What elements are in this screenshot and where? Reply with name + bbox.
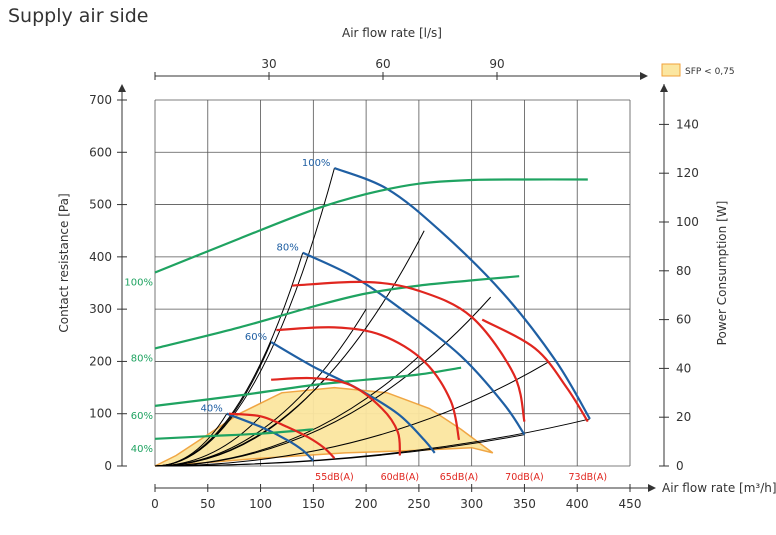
power-curve [154, 275, 520, 350]
right-axis-tick-label: 60 [676, 313, 691, 327]
sound-curve [481, 318, 589, 423]
left-axis-tick-label: 200 [89, 354, 112, 368]
bottom-axis-tick-label: 100 [249, 497, 272, 511]
sound-curve [228, 412, 336, 459]
sound-curve-label: 60dB(A) [381, 472, 420, 483]
system-curve [154, 415, 261, 467]
system-curve [154, 362, 548, 467]
left-axis-tick-label: 0 [104, 459, 112, 473]
bottom-axis-tick-label: 450 [619, 497, 642, 511]
bottom-axis-tick-label: 400 [566, 497, 589, 511]
power-curve [154, 366, 462, 407]
bottom-axis-label: Air flow rate [m³/h] [662, 481, 776, 495]
sound-curve [276, 326, 461, 441]
pressure-curve-label: 80% [277, 243, 299, 254]
system-curve [154, 355, 420, 467]
sound-curve-label: 70dB(A) [505, 472, 544, 483]
top-axis-tick-label: 30 [261, 57, 276, 71]
bottom-axis-tick-label: 250 [407, 497, 430, 511]
pressure-curve [270, 341, 436, 454]
power-curve-label: 60% [131, 411, 153, 422]
pressure-curve-label: 100% [302, 158, 331, 169]
power-curve [154, 178, 588, 274]
right-axis-tick-label: 120 [676, 166, 699, 180]
top-axis-tick-label: 90 [489, 57, 504, 71]
left-axis-arrow [118, 84, 126, 92]
top-axis-tick-label: 60 [375, 57, 390, 71]
bottom-axis-tick-label: 200 [355, 497, 378, 511]
right-axis-tick-label: 40 [676, 361, 691, 375]
left-axis-tick-label: 300 [89, 302, 112, 316]
bottom-axis-arrow [648, 484, 656, 492]
bottom-axis-tick-label: 50 [200, 497, 215, 511]
power-curve-label: 80% [131, 353, 153, 364]
top-axis-arrow [640, 72, 648, 80]
power-curve-label: 40% [131, 444, 153, 455]
system-curve [154, 418, 591, 467]
sound-curve-label: 73dB(A) [568, 472, 607, 483]
left-axis-tick-label: 600 [89, 145, 112, 159]
right-axis-tick-label: 140 [676, 117, 699, 131]
right-axis-tick-label: 0 [676, 459, 684, 473]
bottom-axis-tick-label: 350 [513, 497, 536, 511]
right-axis-arrow [660, 84, 668, 92]
power-curve-label: 100% [124, 278, 153, 289]
power-curve [154, 428, 314, 440]
system-curve [154, 379, 325, 467]
left-axis-tick-label: 500 [89, 198, 112, 212]
pressure-curve [333, 166, 591, 420]
left-axis-label: Contact resistance [Pa] [57, 193, 71, 332]
right-axis-tick-label: 100 [676, 215, 699, 229]
right-axis-label: Power Consumption [W] [715, 201, 729, 346]
page-title: Supply air side [8, 5, 149, 27]
sound-curve-label: 65dB(A) [440, 472, 479, 483]
bottom-axis-tick-label: 300 [460, 497, 483, 511]
pressure-curve-label: 40% [201, 404, 223, 415]
sound-curve-label: 55dB(A) [315, 472, 354, 483]
legend-swatch [661, 63, 681, 77]
pressure-curve-label: 60% [245, 332, 267, 343]
left-axis-tick-label: 700 [89, 93, 112, 107]
left-axis-tick-label: 400 [89, 250, 112, 264]
bottom-axis-tick-label: 0 [151, 497, 159, 511]
bottom-axis-tick-label: 150 [302, 497, 325, 511]
top-axis-label: Air flow rate [l/s] [342, 26, 442, 40]
right-axis-tick-label: 80 [676, 264, 691, 278]
legend-label: SFP < 0,75 [685, 67, 735, 77]
pressure-curve [302, 251, 526, 436]
sound-curve [292, 280, 526, 422]
left-axis-tick-label: 100 [89, 407, 112, 421]
sound-curve [271, 376, 401, 456]
pressure-curve [226, 412, 315, 462]
right-axis-tick-label: 20 [676, 410, 691, 424]
